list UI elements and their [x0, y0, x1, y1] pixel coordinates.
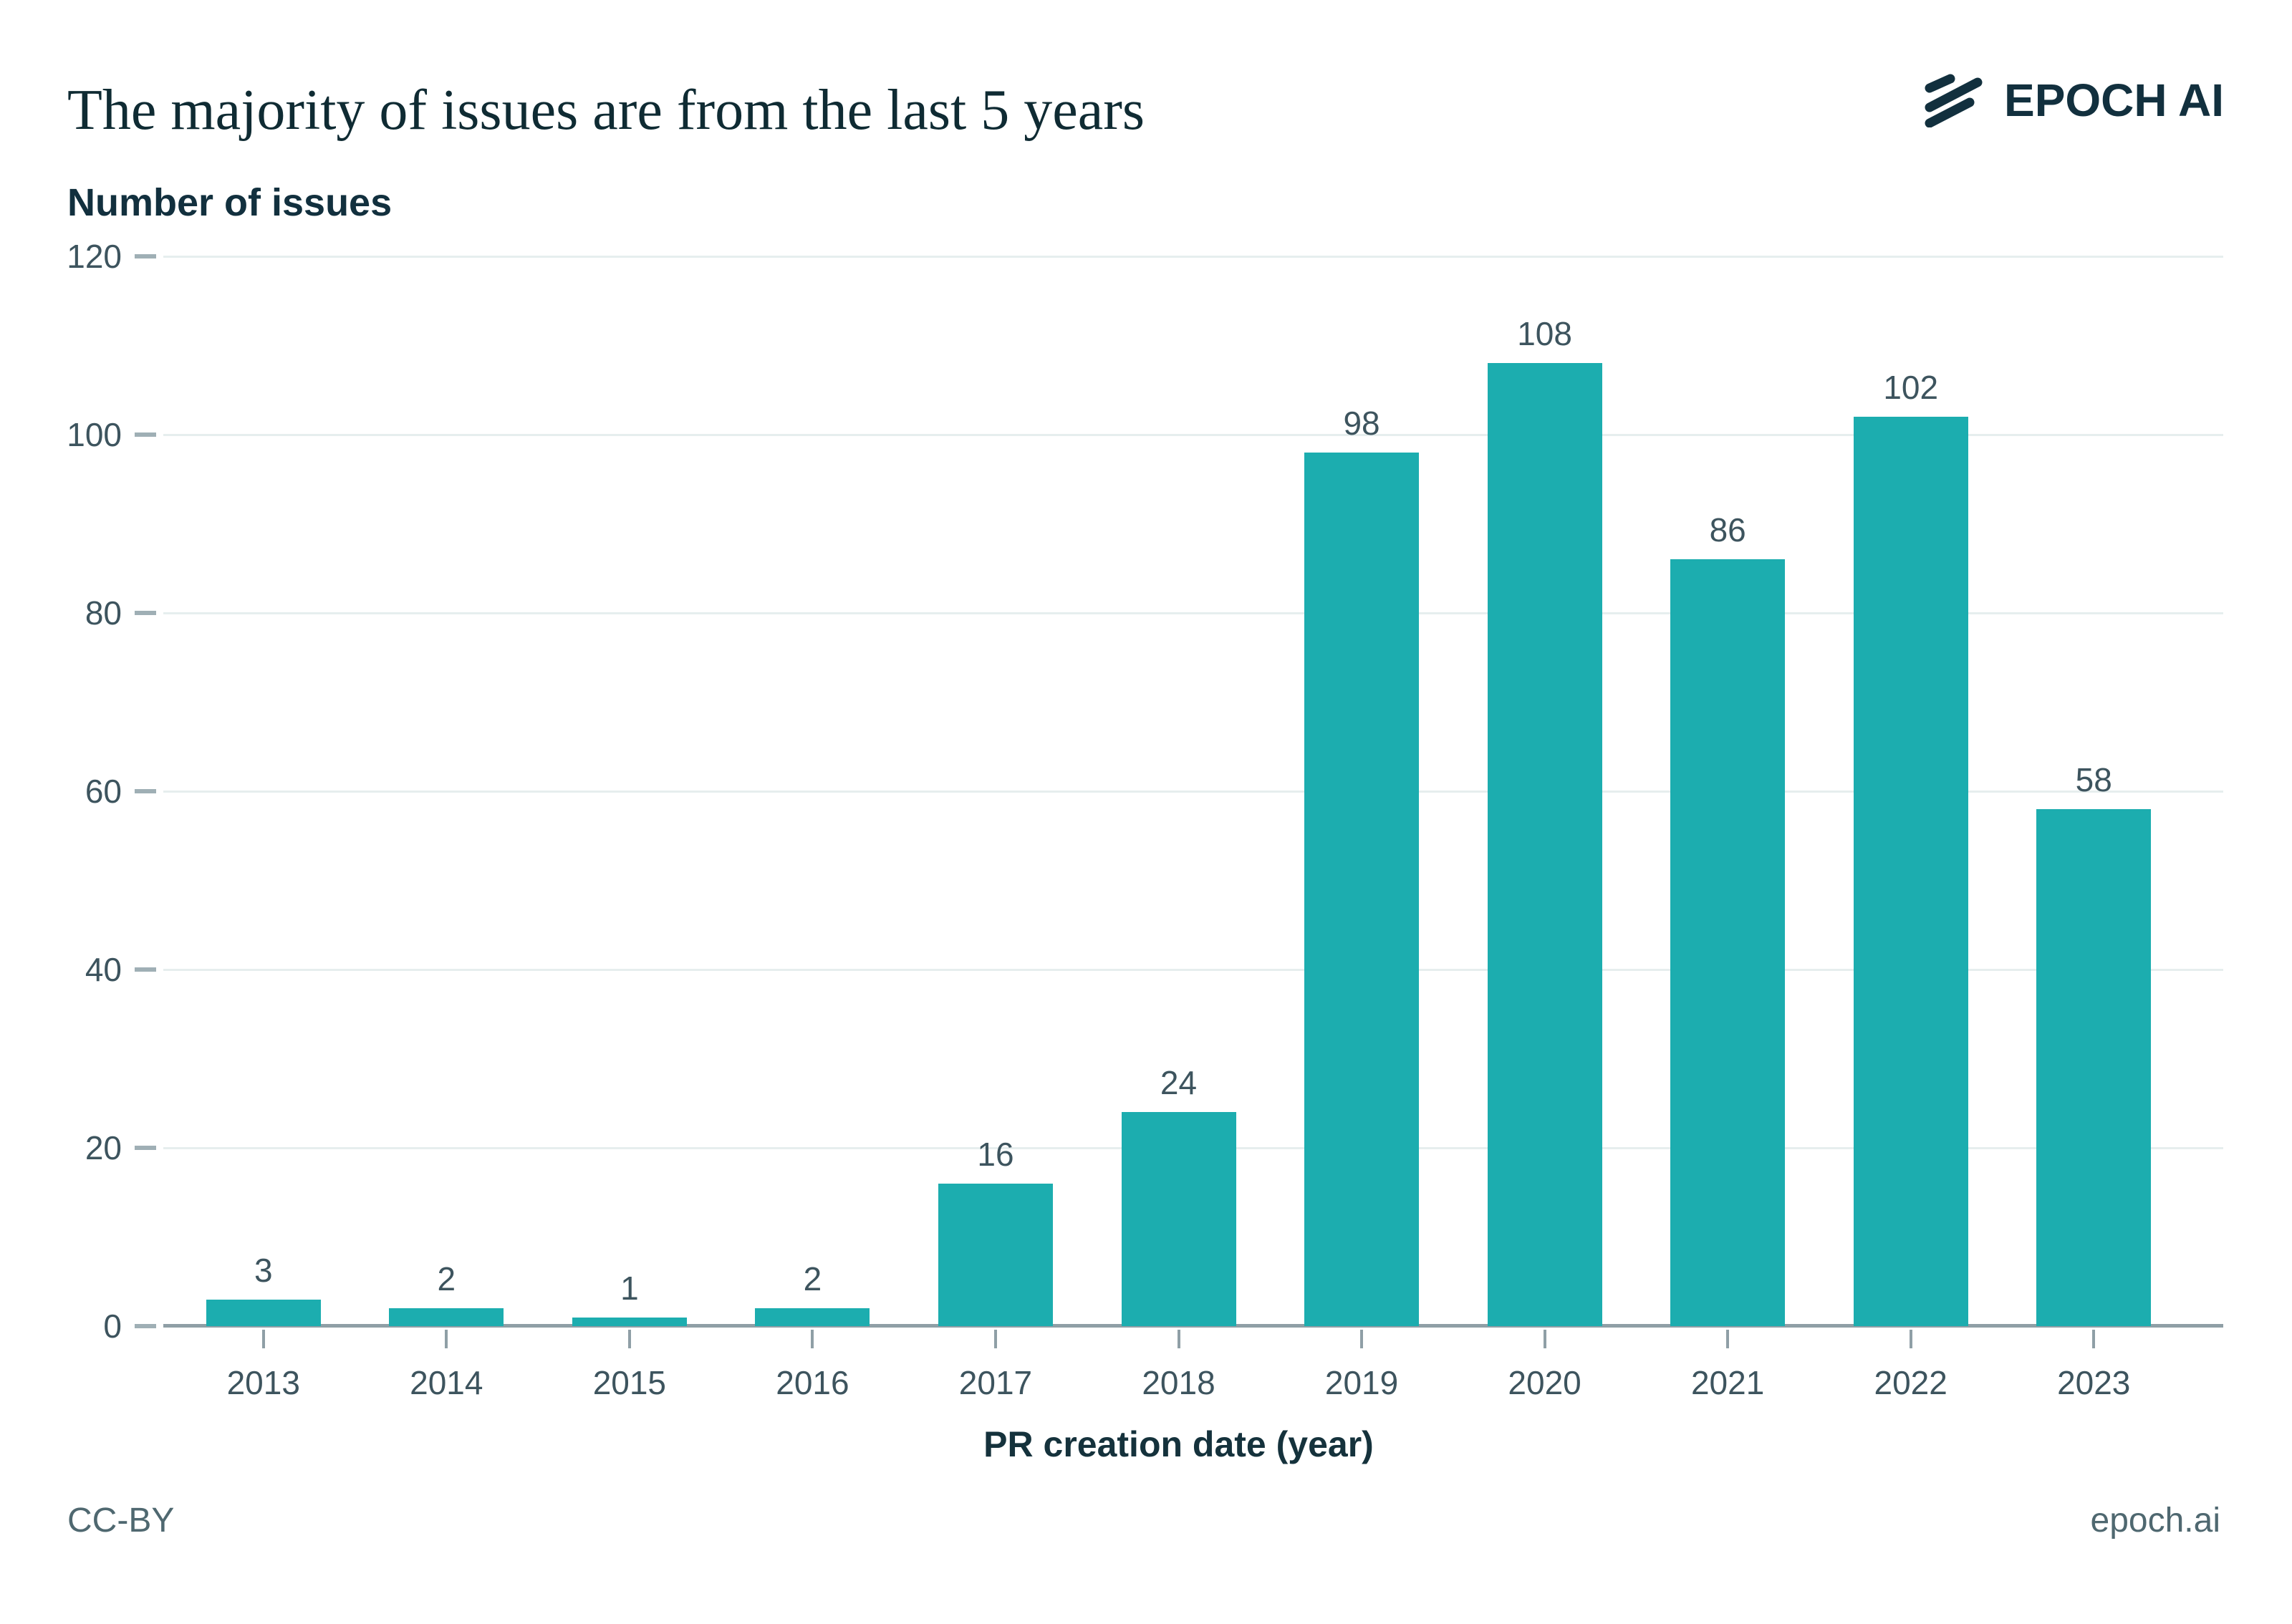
- bar-value-label: 3: [254, 1252, 273, 1289]
- bar: [2036, 809, 2152, 1326]
- x-tick-mark: [261, 1330, 265, 1348]
- x-tick-label: 2018: [1142, 1364, 1215, 1401]
- x-tick-label: 2013: [226, 1364, 300, 1401]
- bar-slot: 98 2019: [1270, 256, 1453, 1401]
- y-tick-label: 100: [67, 416, 122, 453]
- x-tick-mark: [1360, 1330, 1364, 1348]
- x-tick-label: 2017: [958, 1364, 1033, 1401]
- y-tick-mark: [135, 789, 156, 793]
- y-tick-mark: [135, 967, 156, 972]
- bar-slot: 2 2014: [355, 256, 539, 1401]
- gridline: [163, 969, 2223, 971]
- bar: [1487, 363, 1602, 1326]
- bar-value-label: 108: [1517, 315, 1572, 352]
- x-tick-label: 2014: [410, 1364, 483, 1401]
- bar: [389, 1308, 504, 1326]
- y-tick-label: 40: [85, 951, 122, 988]
- chart-title: The majority of issues are from the last…: [67, 79, 1145, 142]
- bar-value-label: 16: [977, 1136, 1014, 1173]
- x-tick-mark: [445, 1330, 448, 1348]
- bar-value-label: 2: [437, 1260, 456, 1297]
- bar-value-label: 2: [803, 1260, 822, 1297]
- bar-slot: 108 2020: [1453, 256, 1637, 1401]
- bar-value-label: 98: [1343, 405, 1380, 442]
- bar-value-label: 24: [1160, 1064, 1198, 1101]
- x-tick-mark: [1726, 1330, 1730, 1348]
- x-tick-label: 2023: [2057, 1364, 2131, 1401]
- bar: [755, 1308, 870, 1326]
- bar-slot: 1 2015: [538, 256, 721, 1401]
- x-tick-label: 2016: [776, 1364, 849, 1401]
- bar-value-label: 86: [1709, 511, 1746, 548]
- bar: [1304, 453, 1420, 1326]
- gridline: [163, 256, 2223, 258]
- x-tick-mark: [1909, 1330, 1912, 1348]
- y-tick-label: 60: [85, 773, 122, 810]
- bars-group: 3 2013 2 2014 1 2015 2 2016 16 2017 24 2018 98 2019 10…: [172, 256, 2185, 1401]
- bar-value-label: 58: [2075, 761, 2112, 798]
- y-tick-label: 80: [85, 594, 122, 632]
- bar-slot: 16 2017: [904, 256, 1087, 1401]
- y-tick-mark: [135, 1146, 156, 1150]
- x-tick-mark: [1543, 1330, 1546, 1348]
- gridline: [163, 434, 2223, 436]
- bar-value-label: 102: [1883, 369, 1939, 406]
- y-tick-label: 20: [85, 1129, 122, 1166]
- x-tick-label: 2019: [1324, 1364, 1399, 1401]
- x-tick-mark: [811, 1330, 814, 1348]
- bar-slot: 3 2013: [172, 256, 355, 1401]
- y-tick-mark: [135, 254, 156, 258]
- epoch-ai-logo-icon: [1924, 73, 1983, 127]
- bar: [938, 1184, 1053, 1326]
- bar: [572, 1318, 687, 1326]
- plot-area: 0 20 40 60 80 100 120 3 2013 2 2014 1 2015 2 2016 16 201…: [67, 240, 2223, 1401]
- x-tick-mark: [627, 1330, 631, 1348]
- bar: [206, 1300, 321, 1326]
- bar: [1853, 417, 1968, 1326]
- y-tick-mark: [135, 611, 156, 615]
- epoch-ai-logo: EPOCH AI: [1924, 73, 2224, 127]
- bar: [1670, 559, 1786, 1326]
- y-tick-label: 0: [103, 1308, 122, 1345]
- bar-value-label: 1: [620, 1270, 639, 1307]
- y-tick-mark: [135, 1324, 156, 1328]
- x-tick-mark: [993, 1330, 997, 1348]
- license-label: CC-BY: [67, 1502, 175, 1540]
- bar-slot: 24 2018: [1087, 256, 1271, 1401]
- x-tick-label: 2022: [1874, 1364, 1947, 1401]
- x-tick-mark: [1177, 1330, 1180, 1348]
- gridline: [163, 612, 2223, 614]
- bar-slot: 58 2023: [2002, 256, 2185, 1401]
- x-tick-mark: [2092, 1330, 2096, 1348]
- gridline: [163, 791, 2223, 793]
- y-axis-title: Number of issues: [67, 181, 393, 224]
- bar-slot: 102 2022: [1819, 256, 2003, 1401]
- x-tick-label: 2021: [1690, 1364, 1765, 1401]
- bar-slot: 86 2021: [1636, 256, 1819, 1401]
- x-tick-label: 2015: [592, 1364, 667, 1401]
- bar: [1121, 1112, 1236, 1326]
- y-tick-mark: [135, 432, 156, 437]
- site-label: epoch.ai: [2090, 1502, 2220, 1540]
- x-tick-label: 2020: [1508, 1364, 1581, 1401]
- bar-slot: 2 2016: [721, 256, 905, 1401]
- y-tick-label: 120: [67, 238, 122, 275]
- x-axis-title: PR creation date (year): [983, 1424, 1374, 1464]
- epoch-ai-logo-text: EPOCH AI: [2004, 74, 2224, 126]
